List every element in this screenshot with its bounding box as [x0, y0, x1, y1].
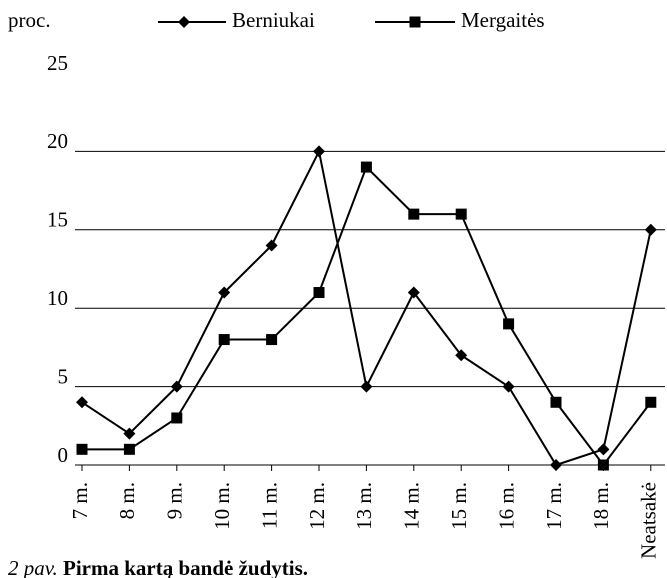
y-tick-label: 5	[58, 364, 69, 388]
marker	[266, 334, 278, 346]
x-tick-label: 15 m.	[447, 482, 471, 530]
y-tick-label: 15	[47, 208, 68, 232]
x-tick-label: 12 m.	[305, 482, 329, 530]
marker	[76, 443, 88, 455]
marker	[407, 286, 420, 299]
marker	[218, 286, 231, 299]
legend-label: Mergaitės	[461, 8, 545, 32]
caption: 2 pav. Pirma kartą bandė žudytis.	[8, 556, 308, 578]
marker	[645, 396, 657, 408]
x-tick-label: 17 m.	[542, 482, 566, 530]
x-tick-label: 11 m.	[257, 482, 281, 529]
series-line	[82, 165, 652, 467]
x-tick-label: 16 m.	[494, 482, 518, 530]
marker	[360, 161, 372, 173]
caption-label: 2 pav.	[8, 556, 58, 578]
marker	[597, 443, 610, 456]
caption-text: Pirma kartą bandė žudytis.	[63, 556, 308, 578]
x-tick-label: 13 m.	[352, 482, 376, 530]
marker	[550, 396, 562, 408]
x-tick-label: 8 m.	[115, 482, 139, 519]
marker	[313, 145, 325, 158]
marker	[218, 334, 230, 346]
x-tick-label: 18 m.	[589, 482, 613, 530]
marker	[171, 412, 183, 424]
x-tick-label: 14 m.	[400, 482, 424, 530]
marker	[409, 16, 421, 28]
marker	[360, 380, 373, 393]
marker	[644, 223, 657, 236]
marker	[76, 396, 88, 409]
marker	[597, 459, 609, 471]
marker	[313, 287, 325, 299]
x-tick-label: 7 m.	[68, 482, 92, 519]
marker	[550, 459, 562, 471]
marker	[123, 427, 136, 440]
marker	[123, 443, 135, 455]
x-tick-label: 10 m.	[210, 482, 234, 530]
marker	[178, 16, 190, 28]
y-axis-label: proc.	[8, 8, 51, 32]
marker	[170, 380, 183, 393]
legend-label: Berniukai	[232, 8, 315, 32]
marker	[455, 349, 468, 362]
y-tick-label: 20	[47, 129, 68, 153]
marker	[503, 318, 515, 330]
y-tick-label: 10	[47, 286, 68, 310]
y-tick-label: 0	[58, 443, 69, 467]
y-tick-label: 25	[47, 51, 68, 75]
marker	[502, 380, 515, 393]
marker	[408, 208, 420, 220]
x-tick-label: Neatsakė	[637, 482, 661, 559]
marker	[455, 208, 467, 220]
marker	[265, 239, 278, 252]
x-tick-label: 9 m.	[163, 482, 187, 519]
